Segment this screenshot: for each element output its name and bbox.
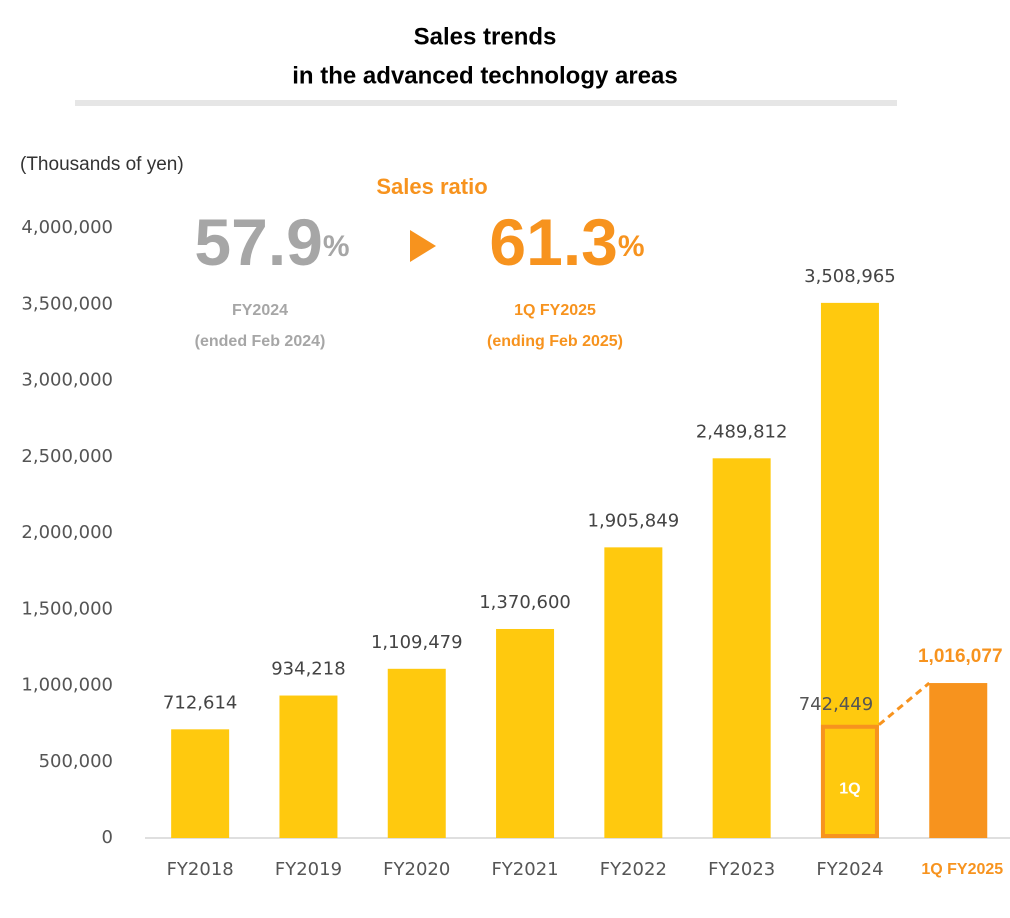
y-tick-label: 1,000,000 <box>21 675 113 696</box>
x-tick-label: FY2020 <box>383 859 450 880</box>
arrow <box>410 230 436 262</box>
y-tick-label: 3,500,000 <box>21 293 113 314</box>
sub-value-label: 742,449 <box>799 694 873 715</box>
sub-bar <box>820 724 879 839</box>
value-label: 1,109,479 <box>371 632 463 653</box>
ratio-label: FY2024 <box>232 302 288 319</box>
y-tick-label: 2,000,000 <box>21 522 113 543</box>
bar <box>387 668 446 838</box>
y-tick-label: 0 <box>102 827 113 848</box>
ratio-value: 61.3% <box>489 205 644 279</box>
x-tick-label: FY2018 <box>167 859 234 880</box>
y-axis-label: (Thousands of yen) <box>20 154 184 175</box>
value-label: 1,016,077 <box>918 646 1003 667</box>
bar <box>171 729 230 838</box>
chart-title: Sales trends <box>414 23 557 50</box>
ratio-value: 57.9% <box>194 205 349 279</box>
connector <box>877 681 931 726</box>
ratio-number: 61.3 <box>489 205 617 279</box>
x-tick-label: FY2021 <box>491 859 558 880</box>
value-label: 1,370,600 <box>479 592 571 613</box>
bar <box>604 547 663 838</box>
bar <box>712 458 771 838</box>
y-tick-label: 1,500,000 <box>21 598 113 619</box>
value-label: 3,508,965 <box>804 266 896 287</box>
x-tick-label: 1Q FY2025 <box>921 861 1003 878</box>
x-tick-label: FY2019 <box>275 859 342 880</box>
title-rule <box>75 100 897 106</box>
ratio-label: 1Q FY2025 <box>514 302 596 319</box>
value-label: 712,614 <box>163 692 237 713</box>
y-tick-label: 3,000,000 <box>21 370 113 391</box>
chart-title: in the advanced technology areas <box>292 62 677 89</box>
value-label: 934,218 <box>271 659 345 680</box>
bar <box>929 683 988 838</box>
ratio-number: 57.9 <box>194 205 322 279</box>
x-tick-label: FY2023 <box>708 859 775 880</box>
value-label: 2,489,812 <box>696 421 788 442</box>
annotation-title: Sales ratio <box>376 174 487 199</box>
value-label: 1,905,849 <box>588 510 680 531</box>
bar <box>279 695 338 838</box>
x-tick-label: FY2022 <box>600 859 667 880</box>
y-tick-label: 4,000,000 <box>21 217 113 238</box>
y-tick-label: 2,500,000 <box>21 446 113 467</box>
ratio-sublabel: (ending Feb 2025) <box>487 333 623 350</box>
x-tick-label: FY2024 <box>816 859 883 880</box>
sub-bar-name: 1Q <box>839 781 860 798</box>
ratio-sublabel: (ended Feb 2024) <box>195 333 326 350</box>
y-tick-label: 500,000 <box>39 751 113 772</box>
bar <box>496 628 555 838</box>
ratio-unit: % <box>618 230 645 263</box>
ratio-unit: % <box>323 230 350 263</box>
